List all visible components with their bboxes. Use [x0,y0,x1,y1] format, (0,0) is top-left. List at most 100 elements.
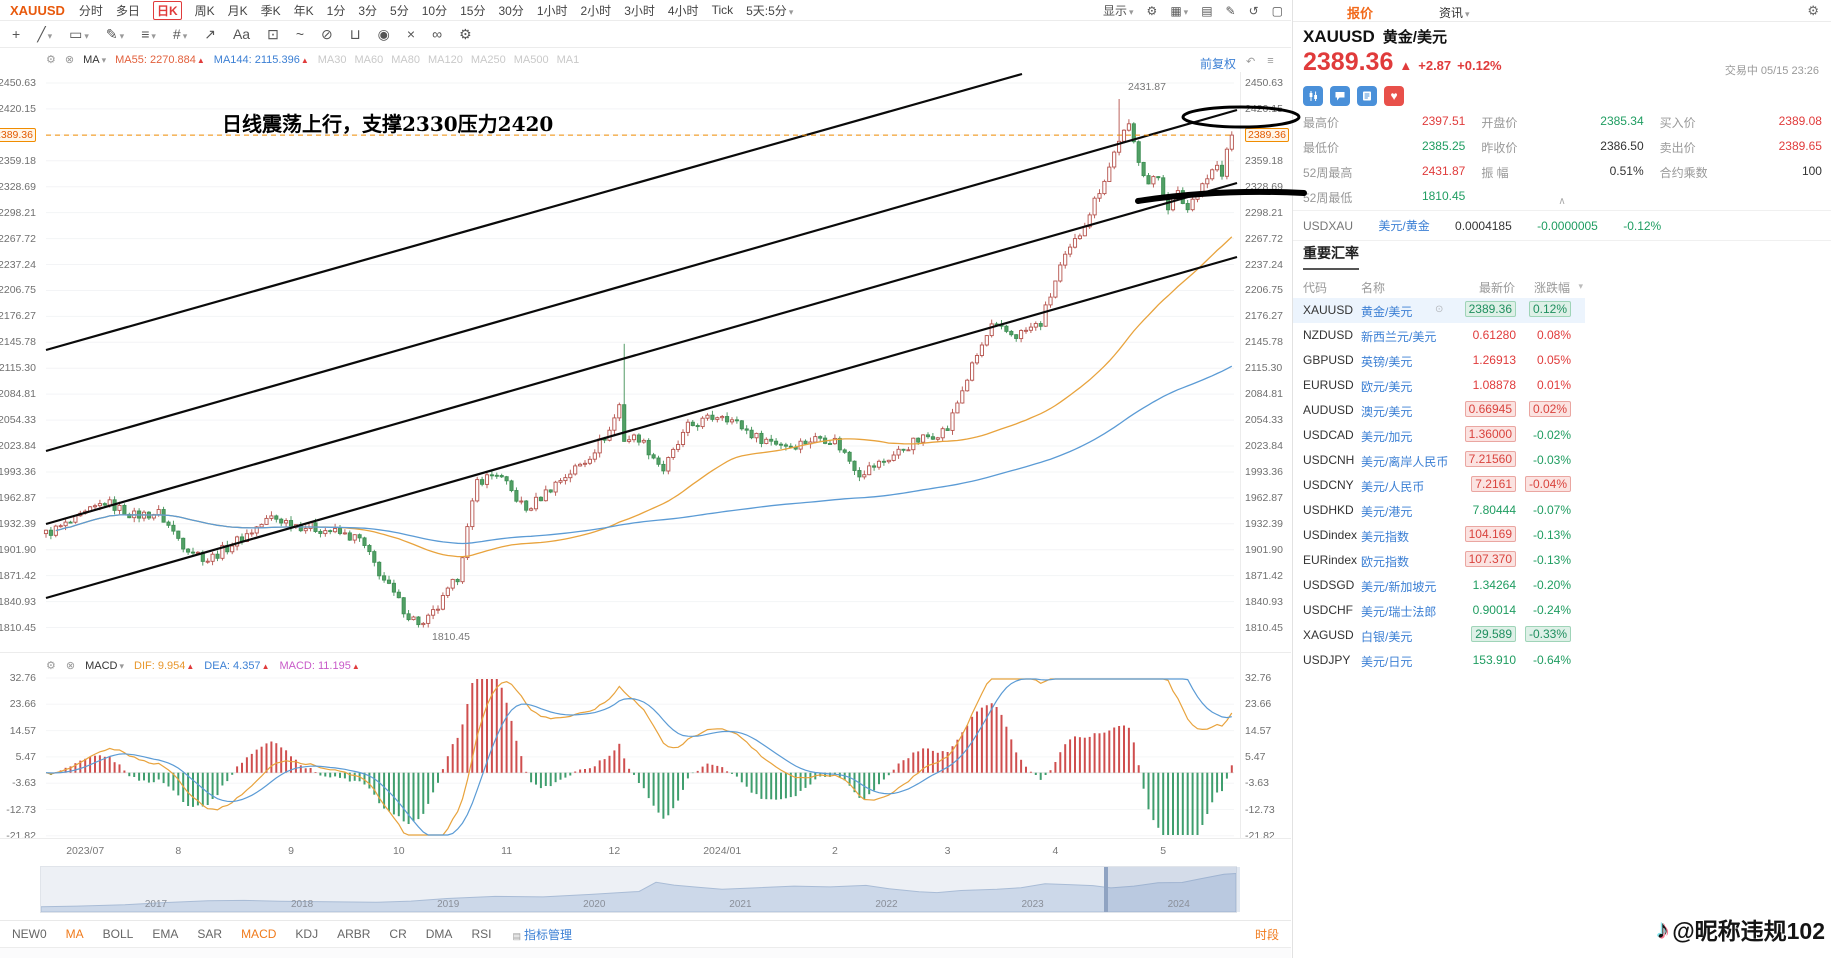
rate-name-link[interactable]: 美元/加元 [1361,430,1413,444]
timeframe-4小时[interactable]: 4小时 [667,3,699,18]
timeframe-30分[interactable]: 30分 [498,3,524,18]
text-icon[interactable]: Aa [232,26,251,42]
indicator-tab-KDJ[interactable]: KDJ [295,927,319,941]
panel-divider[interactable] [0,652,1291,653]
col-name[interactable]: 名称 [1361,281,1386,295]
magnet-icon[interactable]: ⊔ [349,25,361,42]
indicator-tab-BOLL[interactable]: BOLL [102,927,134,941]
settings-icon[interactable]: ⚙ [1146,3,1158,18]
timeframe-月K[interactable]: 月K [227,3,248,18]
navigator-window[interactable] [1104,867,1240,912]
arrow-icon[interactable]: ↗ [204,25,216,42]
rate-row-USDCNY[interactable]: USDCNY 美元/人民币 7.2161 -0.04% [1293,473,1585,498]
delete-icon[interactable]: × [406,26,416,42]
indicator-tab-EMA[interactable]: EMA [152,927,179,941]
rate-name-link[interactable]: 美元指数 [1361,530,1410,544]
pencil-icon[interactable]: ✎ ▾ [105,25,125,42]
panel-menu-icon[interactable]: ≡ [1267,55,1274,67]
rate-row-USDSGD[interactable]: USDSGD 美元/新加坡元 1.34264 -0.20% [1293,573,1585,598]
macd-close-icon[interactable]: ⊗ [65,660,76,672]
rate-name-link[interactable]: 美元/离岸人民币 [1361,455,1449,469]
timeframe-日K[interactable]: 日K [152,0,182,20]
time-navigator[interactable]: 2017 2018 2019 2020 2021 2022 2023 2024 [40,866,1240,913]
rate-name-link[interactable]: 美元/日元 [1361,655,1413,669]
ma55-legend-item[interactable]: MA55: 2270.884▲ [115,53,205,66]
indicator-tab-ARBR[interactable]: ARBR [337,927,371,941]
chat-icon[interactable] [1330,86,1350,106]
timeframe-1分[interactable]: 1分 [326,3,346,18]
rate-name-link[interactable]: 美元/瑞士法郎 [1361,605,1437,619]
timeframe-分时[interactable]: 分时 [78,3,103,18]
rate-row-USDJPY[interactable]: USDJPY 美元/日元 153.910 -0.64% [1293,648,1585,673]
rate-row-USDCHF[interactable]: USDCHF 美元/瑞士法郎 0.90014 -0.24% [1293,598,1585,623]
indicator-tab-DMA[interactable]: DMA [425,927,453,941]
indicator-tab-NEW0[interactable]: NEW0 [12,927,47,941]
timeframe-3小时[interactable]: 3小时 [624,3,655,18]
channel-icon[interactable]: ≡ ▾ [141,26,156,42]
sort-caret-icon[interactable]: ▾ [1578,281,1583,291]
shape-icon[interactable]: ▭ ▾ [69,25,89,42]
macd-gear-icon[interactable]: ⚙ [46,660,56,672]
indicator-tab-RSI[interactable]: RSI [471,927,492,941]
timeframe-5分[interactable]: 5分 [390,3,409,18]
timeframe-15分[interactable]: 15分 [460,3,486,18]
trendline-icon[interactable]: ╱ ▾ [37,25,53,42]
timeframe-10分[interactable]: 10分 [421,3,448,18]
indicator-tab-CR[interactable]: CR [389,927,407,941]
rate-name-link[interactable]: 欧元/美元 [1361,380,1413,394]
rate-row-USDCAD[interactable]: USDCAD 美元/加元 1.36000 -0.02% [1293,423,1585,448]
rate-name-link[interactable]: 白银/美元 [1361,630,1413,644]
rate-row-EURindex[interactable]: EURindex 欧元指数 107.370 -0.13% [1293,548,1585,573]
edit-icon[interactable]: ✎ [1225,3,1236,18]
visibility-icon[interactable]: ◉ [377,25,390,42]
layout-icon[interactable]: ▦ ▾ [1170,3,1189,18]
display-dropdown[interactable]: 显示 ▾ [1103,4,1134,18]
rate-name-link[interactable]: 美元/港元 [1361,505,1413,519]
tab-news[interactable]: 资讯 ▾ [1439,6,1470,20]
news-icon[interactable] [1357,86,1377,106]
kline-icon[interactable] [1303,86,1323,106]
macd-name-dropdown[interactable]: MACD ▾ [85,659,125,672]
timeframe-多日[interactable]: 多日 [115,3,140,18]
col-code[interactable]: 代码 [1303,281,1328,295]
crosshair-icon[interactable]: + [12,26,21,42]
indicator-tab-指标管理[interactable]: ▤ 指标管理 [512,927,572,942]
fullscreen-icon[interactable]: ▢ [1271,3,1283,18]
indicator-tab-SAR[interactable]: SAR [197,927,223,941]
tab-quote[interactable]: 报价 [1347,6,1374,21]
rate-name-link[interactable]: 新西兰元/美元 [1361,330,1437,344]
rate-row-USDCNH[interactable]: USDCNH 美元/离岸人民币 7.21560 -0.03% [1293,448,1585,473]
eraser-icon[interactable]: ⊘ [321,25,333,42]
indicator-name-dropdown[interactable]: MA ▾ [83,53,107,66]
rate-name-link[interactable]: 美元/人民币 [1361,480,1425,494]
fib-icon[interactable]: # ▾ [172,26,188,42]
rate-name-link[interactable]: 英镑/美元 [1361,355,1413,369]
rate-name-link[interactable]: 黄金/美元 [1361,305,1413,319]
price-axis-right[interactable]: 2450.63 2420.15 2389.36 2359.18 2328.69 2298.… [1240,0,1291,880]
macd-canvas[interactable] [40,676,1240,838]
rate-row-XAUUSD[interactable]: XAUUSD 黄金/美元 ⊙ 2389.36 0.12% [1293,298,1585,323]
rate-row-GBPUSD[interactable]: GBPUSD 英镑/美元 1.26913 0.05% [1293,348,1585,373]
timeframe-周K[interactable]: 周K [194,3,215,18]
col-change[interactable]: 涨跌幅 [1533,281,1570,295]
brush-icon[interactable]: ~ [295,26,304,42]
favorite-heart-icon[interactable]: ♥ [1384,86,1404,106]
timeframe-5天:5分[interactable]: 5天:5分 ▾ [746,3,794,18]
rates-section-title[interactable]: 重要汇率 [1303,243,1359,270]
rate-row-EURUSD[interactable]: EURUSD 欧元/美元 1.08878 0.01% [1293,373,1585,398]
undo-icon[interactable]: ↶ [1246,56,1256,68]
usdxau-name[interactable]: 美元/黄金 [1378,219,1430,233]
screenshot-icon[interactable]: ▤ [1201,3,1213,18]
indicator-tab-MA[interactable]: MA [65,927,84,941]
rate-row-USDHKD[interactable]: USDHKD 美元/港元 7.80444 -0.07% [1293,498,1585,523]
comment-icon[interactable]: ⊡ [267,25,279,42]
rate-name-link[interactable]: 欧元指数 [1361,555,1410,569]
refresh-icon[interactable]: ↺ [1248,3,1259,18]
timeframe-1小时[interactable]: 1小时 [536,3,568,18]
timeframe-年K[interactable]: 年K [293,3,314,18]
rate-name-link[interactable]: 美元/新加坡元 [1361,580,1437,594]
indicator-tab-MACD[interactable]: MACD [241,927,277,941]
ma144-legend-item[interactable]: MA144: 2115.396▲ [213,53,309,66]
rate-row-AUDUSD[interactable]: AUDUSD 澳元/美元 0.66945 0.02% [1293,398,1585,423]
timeframe-2小时[interactable]: 2小时 [580,3,612,18]
